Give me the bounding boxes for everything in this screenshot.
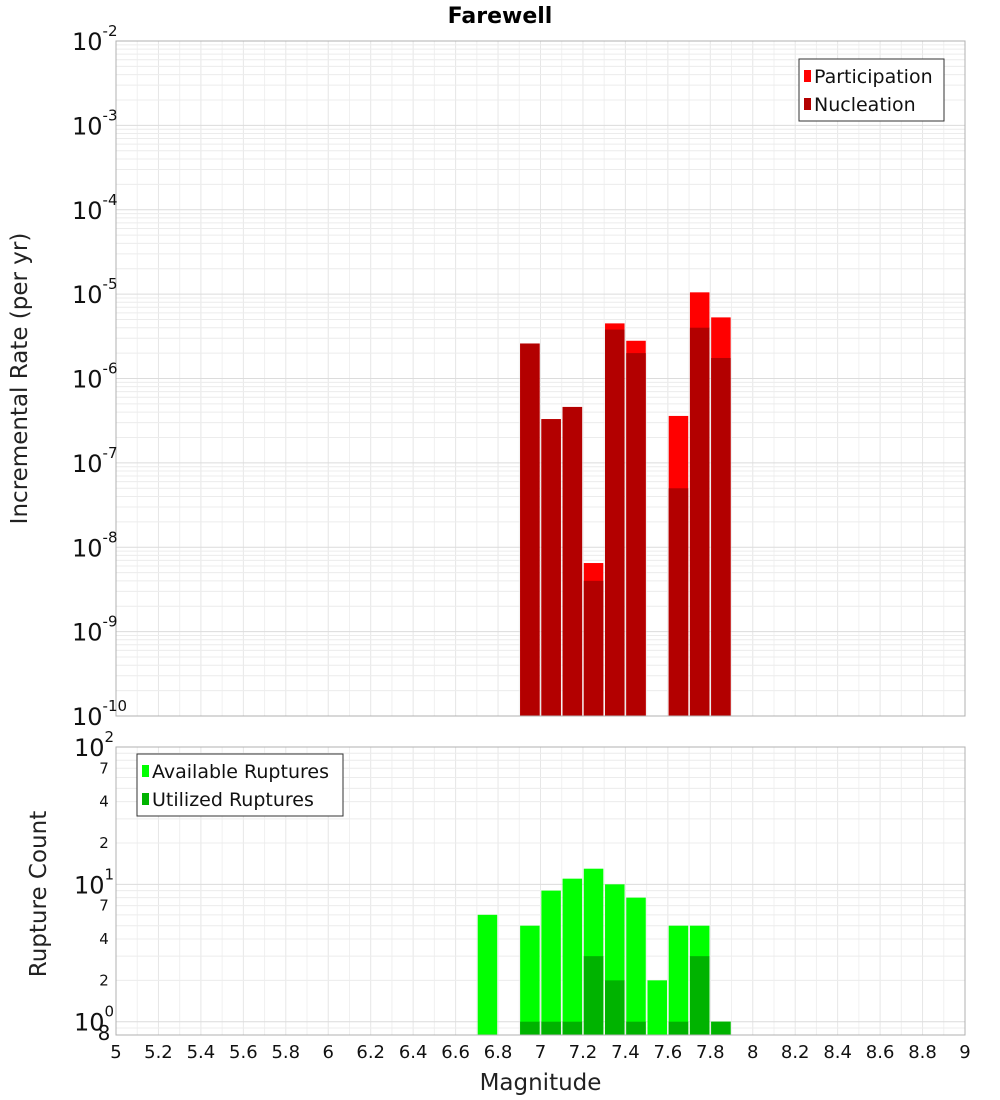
count-y-axis-label: Rupture Count — [26, 811, 52, 977]
x-tick-label: 5.4 — [187, 1042, 216, 1063]
legend-box — [798, 58, 945, 122]
bar-nucleation — [562, 406, 583, 716]
bar-utilized-ruptures — [520, 1021, 540, 1035]
bar-available-ruptures — [668, 925, 689, 1035]
y-tick-label: 10-2 — [72, 22, 118, 56]
y-tick-label: 10-10 — [72, 697, 127, 731]
x-tick-label: 7 — [535, 1042, 546, 1063]
y-tick-label: 7 — [99, 759, 109, 777]
bar-available-ruptures — [541, 890, 561, 1035]
bar-available-ruptures — [562, 878, 583, 1035]
bar-available-ruptures — [477, 914, 498, 1035]
y-tick-label: 2 — [99, 971, 109, 989]
x-tick-label: 7.6 — [654, 1042, 683, 1063]
bar-utilized-ruptures — [605, 980, 625, 1035]
legend-label: Available Ruptures — [152, 761, 329, 783]
y-tick-label: 101 — [74, 865, 114, 899]
bar-nucleation — [583, 580, 604, 716]
bar-utilized-ruptures — [711, 1021, 731, 1035]
x-axis-label: Magnitude — [480, 1070, 602, 1096]
y-tick-label: 8 — [98, 1021, 111, 1045]
x-tick-label: 7.4 — [611, 1042, 640, 1063]
count-legend: Available Ruptures Utilized Ruptures — [136, 753, 344, 817]
x-tick-label: 8.4 — [823, 1042, 852, 1063]
bar-nucleation — [626, 353, 646, 716]
x-tick-label: 7.2 — [569, 1042, 598, 1063]
rate-panel: 10-2 10-3 10-4 10-5 10-6 10-7 10-8 10-9 10-10 In… — [7, 22, 966, 731]
bar-utilized-ruptures — [668, 1021, 689, 1035]
legend-label: Nucleation — [814, 94, 916, 116]
x-tick-label: 8 — [747, 1042, 758, 1063]
bar-available-ruptures — [647, 980, 667, 1035]
x-tick-label: 5 — [110, 1042, 121, 1063]
bar-available-ruptures — [626, 897, 646, 1035]
x-tick-label: 9 — [959, 1042, 970, 1063]
x-tick-label: 5.8 — [271, 1042, 300, 1063]
bar-utilized-ruptures — [626, 1021, 646, 1035]
x-tick-label: 8.8 — [908, 1042, 937, 1063]
x-tick-label: 8.6 — [866, 1042, 895, 1063]
bar-nucleation — [689, 327, 710, 716]
bar-nucleation — [605, 329, 625, 716]
count-plot-frame — [115, 746, 966, 1036]
bar-nucleation — [711, 357, 731, 716]
legend-swatch — [804, 98, 811, 110]
x-tick-label: 5.2 — [144, 1042, 173, 1063]
rate-plot-frame — [115, 40, 966, 717]
y-tick-label: 4 — [99, 793, 109, 811]
legend-label: Participation — [814, 66, 933, 88]
rate-grid — [115, 40, 966, 717]
x-tick-label: 6.6 — [441, 1042, 470, 1063]
x-tick-label: 5.6 — [229, 1042, 258, 1063]
rate-y-axis-label: Incremental Rate (per yr) — [7, 233, 33, 525]
bar-available-ruptures — [520, 925, 540, 1035]
y-tick-label: 10-3 — [72, 106, 118, 140]
y-tick-label: 10-5 — [72, 275, 118, 309]
rate-bars — [520, 292, 731, 716]
bar-utilized-ruptures — [583, 956, 604, 1035]
y-tick-label: 10-7 — [72, 444, 118, 478]
bar-utilized-ruptures — [562, 1021, 583, 1035]
y-tick-label: 10-8 — [72, 528, 118, 562]
y-tick-label: 10-9 — [72, 613, 118, 647]
x-tick-label: 7.8 — [696, 1042, 725, 1063]
chart-title: Farewell — [448, 4, 553, 29]
count-bars — [477, 868, 731, 1035]
x-ticks: 5 5.2 5.4 5.6 5.8 6 6.2 6.4 6.6 6.8 7 7.2 7.4 7.6 7.8 8… — [110, 1042, 970, 1063]
bar-nucleation — [520, 343, 540, 716]
legend-box — [136, 753, 344, 817]
x-tick-label: 6.8 — [484, 1042, 513, 1063]
bar-nucleation — [668, 488, 689, 716]
legend-label: Utilized Ruptures — [152, 789, 314, 811]
bar-utilized-ruptures — [689, 956, 710, 1035]
y-tick-label: 4 — [99, 930, 109, 948]
x-tick-label: 6 — [323, 1042, 334, 1063]
y-tick-label: 2 — [99, 834, 109, 852]
y-tick-label: 10-4 — [72, 191, 118, 225]
rate-legend: Participation Nucleation — [798, 58, 945, 122]
y-tick-label: 100 — [74, 1003, 114, 1037]
bar-utilized-ruptures — [541, 1021, 561, 1035]
legend-swatch — [142, 765, 149, 777]
y-tick-label: 7 — [99, 897, 109, 915]
y-tick-label: 10-6 — [72, 360, 118, 394]
x-tick-label: 8.2 — [781, 1042, 810, 1063]
y-tick-label: 102 — [74, 728, 114, 762]
x-tick-label: 6.2 — [356, 1042, 385, 1063]
legend-swatch — [804, 70, 811, 82]
rate-y-ticks: 10-2 10-3 10-4 10-5 10-6 10-7 10-8 10-9 10-10 — [72, 22, 127, 731]
bar-nucleation — [541, 419, 561, 716]
legend-swatch — [142, 793, 149, 805]
x-tick-label: 6.4 — [399, 1042, 428, 1063]
